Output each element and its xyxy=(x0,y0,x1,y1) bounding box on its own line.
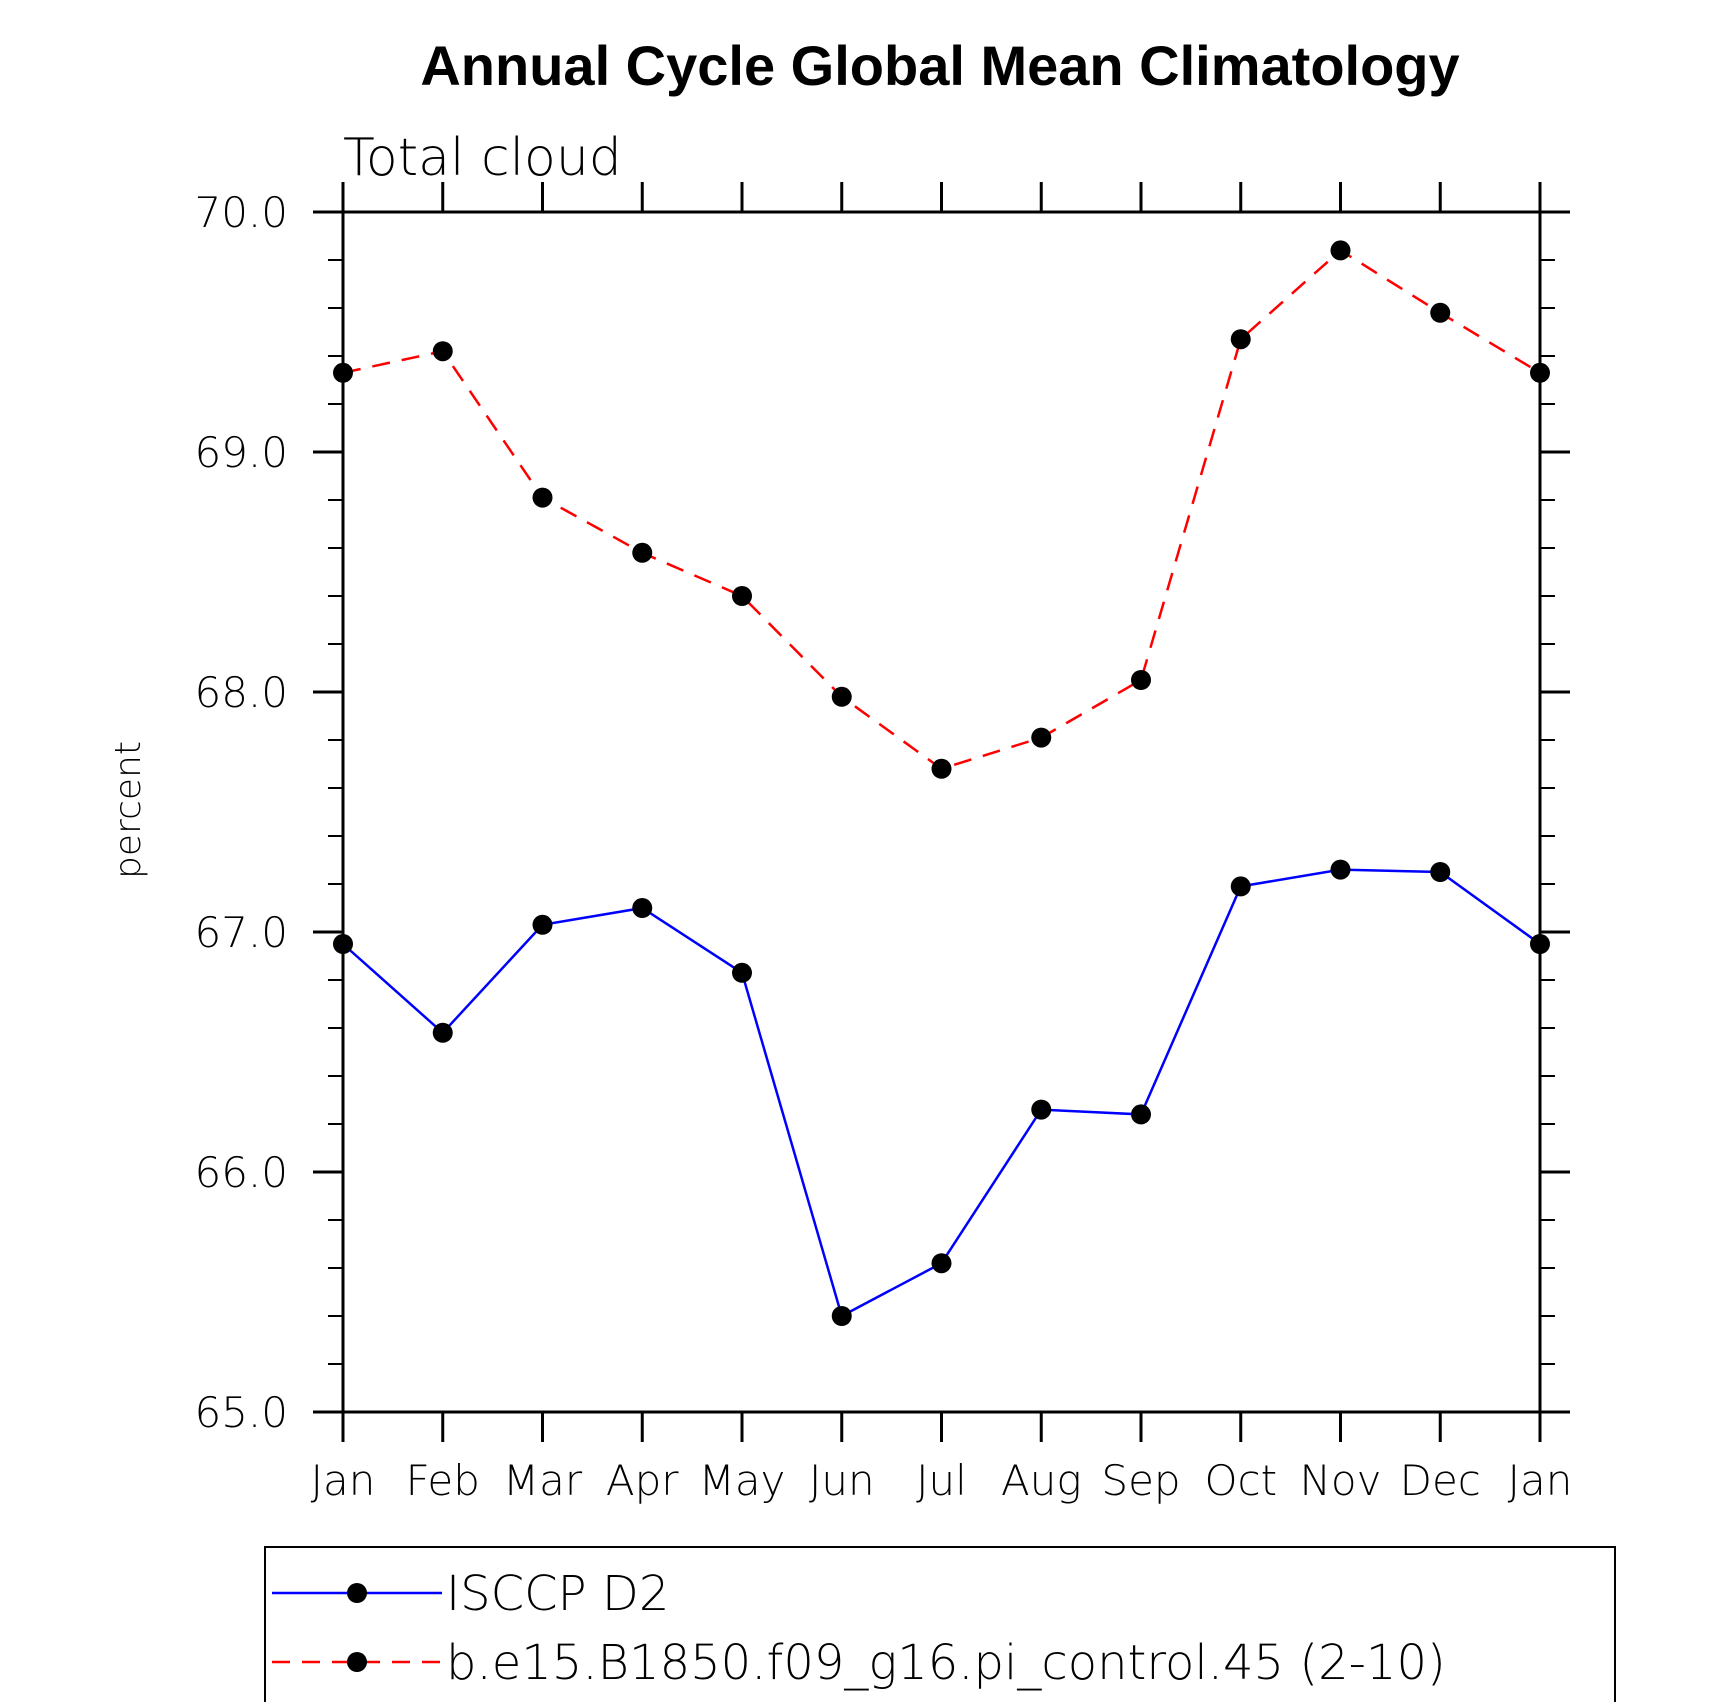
series-2-point xyxy=(532,487,553,508)
x-tick-label: Mar xyxy=(503,1456,583,1505)
chart-subtitle: Total cloud xyxy=(343,128,622,188)
y-axis-label: percent xyxy=(108,741,149,879)
series-1-point xyxy=(1230,876,1251,897)
x-tick-label: Oct xyxy=(1204,1456,1277,1505)
legend-label-2: b.e15.B1850.f09_g16.pi_control.45 (2-10) xyxy=(446,1635,1446,1691)
legend-entries: ISCCP D2 b.e15.B1850.f09_g16.pi_control.4… xyxy=(272,1566,1446,1691)
series-1-point xyxy=(532,914,553,935)
y-tick-label: 67.0 xyxy=(194,908,288,957)
x-tick-label: Sep xyxy=(1101,1456,1180,1505)
series-2-point xyxy=(1430,302,1451,323)
series-2-point xyxy=(732,586,752,606)
chart-title: Annual Cycle Global Mean Climatology xyxy=(420,34,1459,97)
plot-area xyxy=(333,240,1550,1326)
series-2-point xyxy=(1031,727,1052,748)
x-tick-label: Jul xyxy=(916,1456,967,1505)
legend-frame xyxy=(264,1546,1616,1707)
legend-label-1: ISCCP D2 xyxy=(446,1566,669,1622)
x-tick-label: Feb xyxy=(406,1456,480,1505)
y-tick-label: 70.0 xyxy=(194,188,288,237)
series-2-point xyxy=(432,341,453,362)
series-1-point xyxy=(931,1253,952,1274)
series-2-point xyxy=(831,686,852,707)
x-tick-label: Nov xyxy=(1300,1456,1382,1505)
series-1-point xyxy=(432,1022,453,1043)
axes: 65.0 66.0 67.0 68.0 69.0 70.0 Jan Feb Mar Apr May J… xyxy=(194,182,1572,1505)
series-2-point xyxy=(931,758,952,779)
x-tick-label: Jan xyxy=(311,1456,376,1505)
series-1-point xyxy=(333,934,353,954)
legend-marker-1 xyxy=(347,1583,367,1603)
series-1-point xyxy=(831,1306,852,1326)
series-2-point xyxy=(1131,670,1151,690)
series-2-point xyxy=(333,362,353,383)
x-tick-label: Apr xyxy=(606,1456,679,1505)
series-1-point xyxy=(1131,1104,1151,1125)
y-tick-label: 69.0 xyxy=(194,428,288,477)
x-tick-label: Jun xyxy=(809,1456,875,1505)
series-1-point xyxy=(632,898,653,918)
series-2-point xyxy=(1230,329,1251,350)
legend-marker-2 xyxy=(347,1652,367,1672)
series-1-point xyxy=(1430,862,1451,882)
series-line-1 xyxy=(342,868,1541,1318)
series-1-point xyxy=(1530,934,1550,954)
y-tick-label: 68.0 xyxy=(194,668,288,717)
x-tick-label: Dec xyxy=(1400,1456,1481,1505)
plot-frame xyxy=(341,210,1542,1414)
series-2-point xyxy=(1530,362,1550,383)
series-1-point xyxy=(1031,1099,1052,1120)
y-tick-label: 66.0 xyxy=(194,1148,288,1197)
x-tick-label: May xyxy=(699,1456,786,1505)
series-1-point xyxy=(732,962,752,983)
x-tick-label: Aug xyxy=(1001,1456,1082,1505)
series-1-point xyxy=(1330,859,1351,880)
legend: ISCCP D2 b.e15.B1850.f09_g16.pi_control.4… xyxy=(264,1546,1616,1707)
y-tick-label: 65.0 xyxy=(194,1388,288,1437)
series-line-2 xyxy=(342,248,1541,771)
series-2-point xyxy=(632,542,653,563)
series-2-point xyxy=(1330,240,1351,261)
x-tick-label: Jan xyxy=(1508,1456,1573,1505)
